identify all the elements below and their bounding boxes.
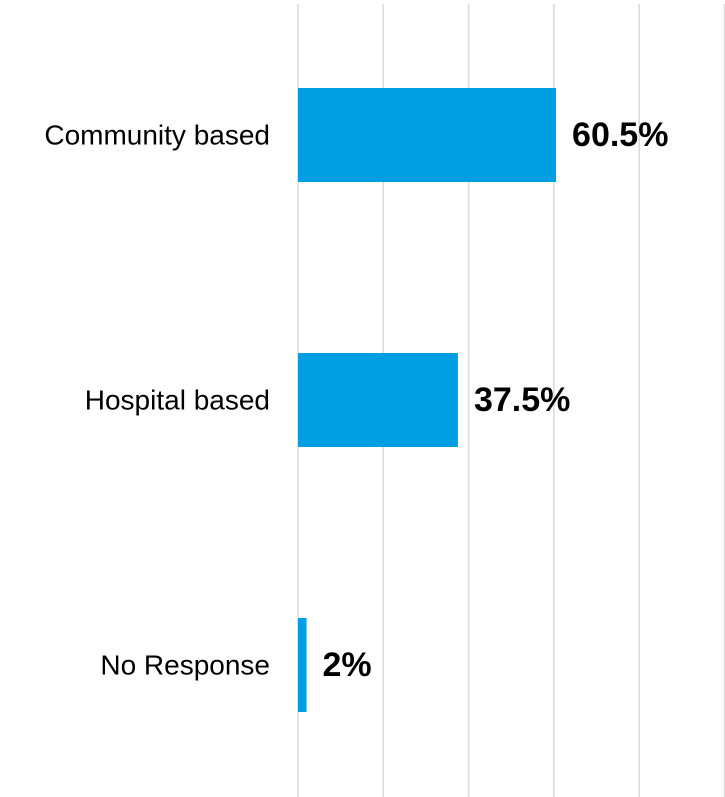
bar-hospital-based: [298, 353, 458, 447]
data-label: 60.5%: [572, 116, 668, 154]
bar-community-based: [298, 88, 557, 182]
data-label: 2%: [323, 646, 372, 684]
bar-no-response: [298, 618, 307, 712]
category-label: No Response: [100, 650, 270, 681]
category-label: Community based: [44, 120, 270, 151]
data-label: 37.5%: [474, 381, 570, 419]
bars: [298, 88, 557, 712]
category-label: Hospital based: [85, 385, 270, 416]
labels: Community based 60.5% Hospital based 37.5% N…: [44, 116, 668, 684]
